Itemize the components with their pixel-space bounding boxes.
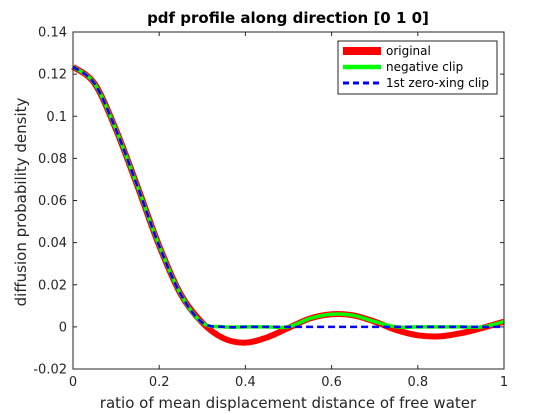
legend-label-1: original (386, 44, 431, 58)
x-tick-label: 0.8 (407, 375, 428, 390)
legend-label-3: 1st zero-xing clip (386, 76, 489, 90)
y-axis-label: diffusion probability density (12, 97, 30, 306)
x-tick-label: 0.4 (235, 375, 256, 390)
x-tick-label: 0 (69, 375, 77, 390)
x-axis-label: ratio of mean displacement distance of f… (100, 394, 477, 412)
series-line-3 (72, 65, 504, 329)
chart-title: pdf profile along direction [0 1 0] (147, 9, 429, 27)
y-tick-label: 0.08 (38, 152, 67, 167)
y-tick-label: 0.02 (38, 278, 67, 293)
y-tick-label: 0.12 (38, 68, 67, 83)
x-tick-label: 0.6 (321, 375, 342, 390)
x-tick-label: 1 (500, 375, 508, 390)
y-tick-label: 0.1 (46, 110, 67, 125)
ticks-layer: 0 0.2 0.4 0.6 0.8 1-0.0200.020.040.060.080.10… (33, 26, 508, 391)
y-tick-label: 0.14 (38, 26, 67, 41)
y-tick-label: 0.04 (38, 236, 67, 251)
y-tick-label: 0 (59, 320, 67, 335)
y-tick-label: -0.02 (33, 363, 67, 378)
legend: original negative clip 1st zero-xing clip (337, 40, 498, 95)
legend-label-2: negative clip (386, 60, 463, 74)
series-layer (71, 64, 505, 346)
x-tick-label: 0.2 (149, 375, 170, 390)
y-tick-label: 0.06 (38, 194, 67, 209)
